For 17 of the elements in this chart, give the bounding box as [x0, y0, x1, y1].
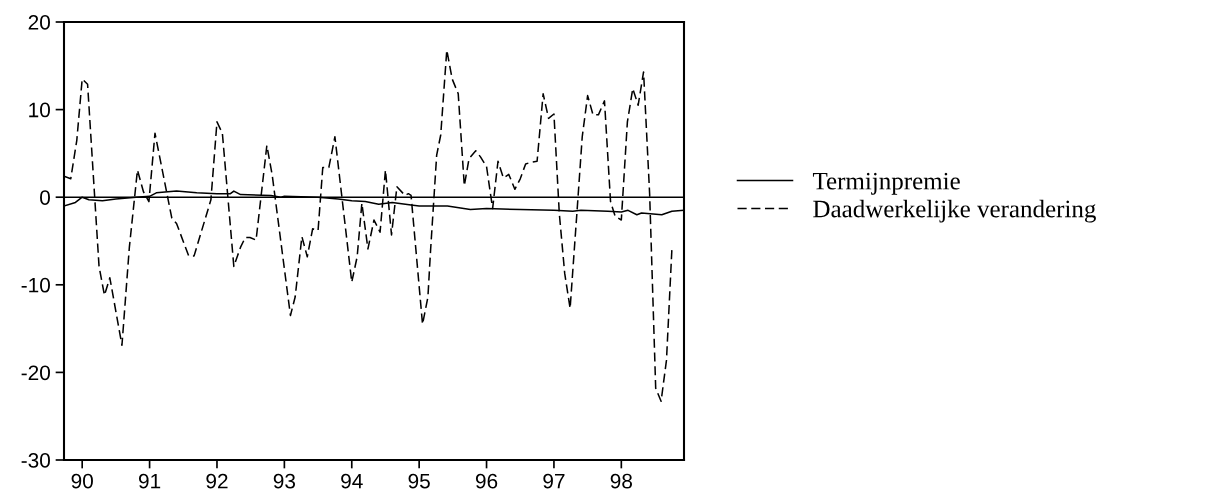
y-tick-label: -20: [21, 365, 50, 381]
x-tick-label: 95: [408, 473, 430, 489]
y-tick-label: 20: [28, 15, 50, 30]
x-tick-label: 94: [341, 473, 363, 489]
x-tick-label: 90: [71, 473, 93, 489]
legend-label: Termijnpremie: [812, 172, 960, 195]
x-tick-label: 98: [610, 473, 633, 489]
y-tick-label: -10: [21, 277, 50, 293]
x-tick-label: 96: [475, 473, 498, 489]
x-tick-label: 92: [206, 473, 228, 489]
y-tick-label: 10: [29, 102, 50, 118]
y-tick-label: 0: [40, 190, 50, 205]
y-tick-label: -30: [21, 453, 50, 468]
x-tick-label: 93: [273, 473, 296, 489]
x-tick-label: 97: [543, 473, 565, 489]
legend-label: Daadwerkelijke verandering: [813, 199, 1096, 223]
x-tick-label: 91: [138, 473, 161, 489]
